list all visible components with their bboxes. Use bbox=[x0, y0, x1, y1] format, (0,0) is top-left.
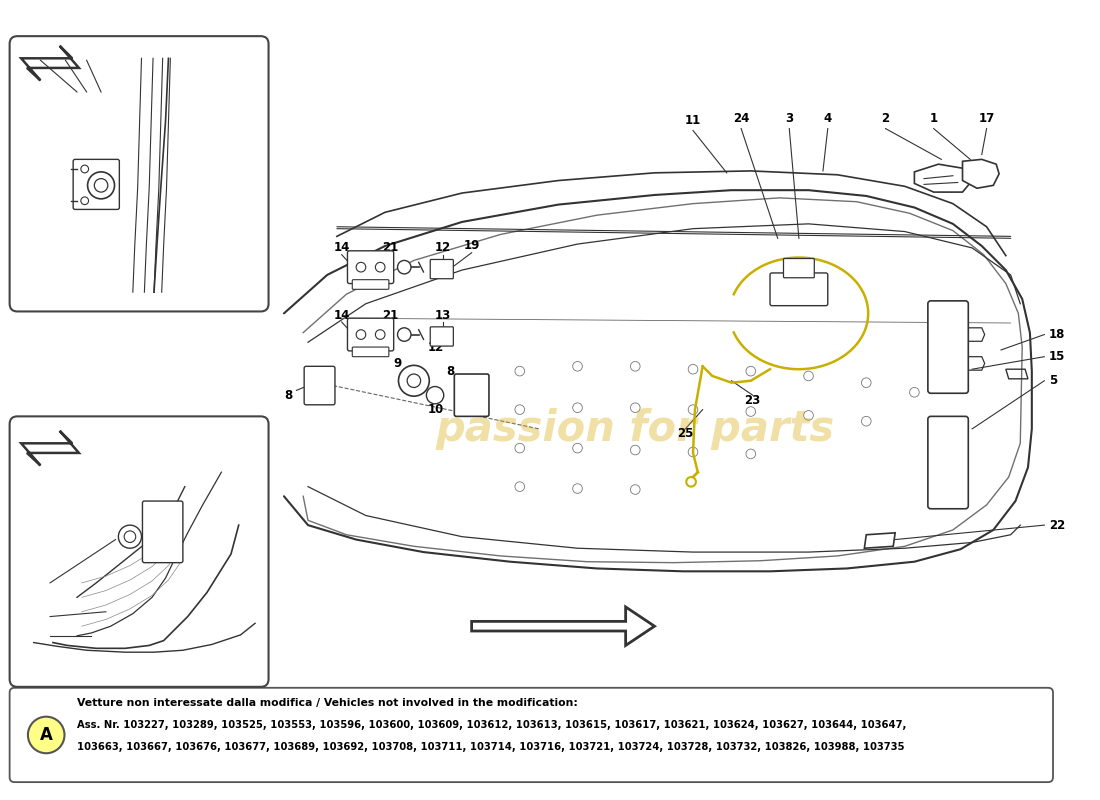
Text: 8: 8 bbox=[285, 389, 293, 402]
Text: Vetture non interessate dalla modifica / Vehicles not involved in the modificati: Vetture non interessate dalla modifica /… bbox=[77, 698, 578, 708]
Text: 1: 1 bbox=[930, 113, 937, 126]
Circle shape bbox=[375, 262, 385, 272]
Polygon shape bbox=[21, 46, 79, 81]
Text: 5: 5 bbox=[1049, 374, 1057, 387]
Circle shape bbox=[397, 328, 411, 342]
Polygon shape bbox=[966, 328, 984, 342]
FancyBboxPatch shape bbox=[305, 366, 336, 405]
Circle shape bbox=[95, 178, 108, 192]
Text: 00: 00 bbox=[31, 610, 46, 623]
Text: 14: 14 bbox=[333, 309, 350, 322]
Circle shape bbox=[686, 477, 696, 486]
Circle shape bbox=[124, 531, 135, 542]
Text: passion for parts: passion for parts bbox=[436, 408, 835, 450]
FancyBboxPatch shape bbox=[143, 501, 183, 562]
Circle shape bbox=[356, 330, 366, 339]
FancyBboxPatch shape bbox=[10, 36, 268, 311]
FancyBboxPatch shape bbox=[348, 318, 394, 351]
Polygon shape bbox=[865, 533, 895, 548]
Circle shape bbox=[28, 717, 65, 754]
Circle shape bbox=[427, 386, 443, 404]
Text: 16: 16 bbox=[31, 576, 46, 590]
Text: 6: 6 bbox=[62, 47, 69, 60]
Circle shape bbox=[356, 262, 366, 272]
Text: 23: 23 bbox=[31, 630, 46, 642]
FancyBboxPatch shape bbox=[454, 374, 490, 416]
FancyBboxPatch shape bbox=[430, 259, 453, 278]
Circle shape bbox=[398, 366, 429, 396]
Polygon shape bbox=[21, 431, 79, 466]
Circle shape bbox=[375, 330, 385, 339]
Polygon shape bbox=[962, 159, 999, 188]
Circle shape bbox=[88, 172, 114, 199]
Text: 10: 10 bbox=[428, 403, 444, 416]
FancyBboxPatch shape bbox=[348, 251, 394, 283]
FancyBboxPatch shape bbox=[783, 258, 814, 278]
Polygon shape bbox=[1005, 369, 1028, 379]
Circle shape bbox=[119, 525, 142, 548]
Text: Ass. Nr. 103227, 103289, 103525, 103553, 103596, 103600, 103609, 103612, 103613,: Ass. Nr. 103227, 103289, 103525, 103553,… bbox=[77, 720, 906, 730]
Text: 21: 21 bbox=[382, 309, 398, 322]
Circle shape bbox=[397, 261, 411, 274]
FancyBboxPatch shape bbox=[352, 347, 389, 357]
Text: 18: 18 bbox=[1049, 328, 1066, 341]
Text: 20: 20 bbox=[32, 47, 48, 60]
Polygon shape bbox=[914, 164, 972, 192]
Text: A: A bbox=[40, 726, 53, 744]
Polygon shape bbox=[472, 607, 654, 646]
Circle shape bbox=[81, 165, 89, 173]
Text: 19: 19 bbox=[463, 239, 480, 253]
Text: 24: 24 bbox=[733, 113, 749, 126]
Text: 14: 14 bbox=[333, 242, 350, 254]
Polygon shape bbox=[966, 357, 984, 370]
Circle shape bbox=[407, 374, 420, 387]
Text: 25: 25 bbox=[678, 427, 693, 440]
Text: 9: 9 bbox=[394, 357, 402, 370]
Text: 7: 7 bbox=[82, 47, 90, 60]
Text: 12: 12 bbox=[434, 242, 451, 254]
Text: 17: 17 bbox=[979, 113, 994, 126]
Text: 12: 12 bbox=[428, 341, 444, 354]
FancyBboxPatch shape bbox=[770, 273, 828, 306]
Circle shape bbox=[81, 197, 89, 205]
FancyBboxPatch shape bbox=[928, 416, 968, 509]
FancyBboxPatch shape bbox=[352, 280, 389, 290]
FancyBboxPatch shape bbox=[928, 301, 968, 394]
Text: 13: 13 bbox=[434, 309, 451, 322]
FancyBboxPatch shape bbox=[430, 327, 453, 346]
Text: 15: 15 bbox=[1049, 350, 1066, 363]
Text: 23: 23 bbox=[745, 394, 761, 406]
FancyBboxPatch shape bbox=[74, 159, 120, 210]
Text: 8: 8 bbox=[447, 365, 454, 378]
FancyBboxPatch shape bbox=[10, 416, 268, 687]
Text: 2: 2 bbox=[881, 113, 890, 126]
Text: 103663, 103667, 103676, 103677, 103689, 103692, 103708, 103711, 103714, 103716, : 103663, 103667, 103676, 103677, 103689, … bbox=[77, 742, 904, 751]
Text: 21: 21 bbox=[382, 242, 398, 254]
FancyBboxPatch shape bbox=[10, 688, 1053, 782]
Text: 00: 00 bbox=[462, 403, 477, 416]
Text: 4: 4 bbox=[824, 113, 832, 126]
Text: 3: 3 bbox=[785, 113, 793, 126]
Text: 22: 22 bbox=[1049, 518, 1066, 532]
Text: 11: 11 bbox=[685, 114, 701, 127]
